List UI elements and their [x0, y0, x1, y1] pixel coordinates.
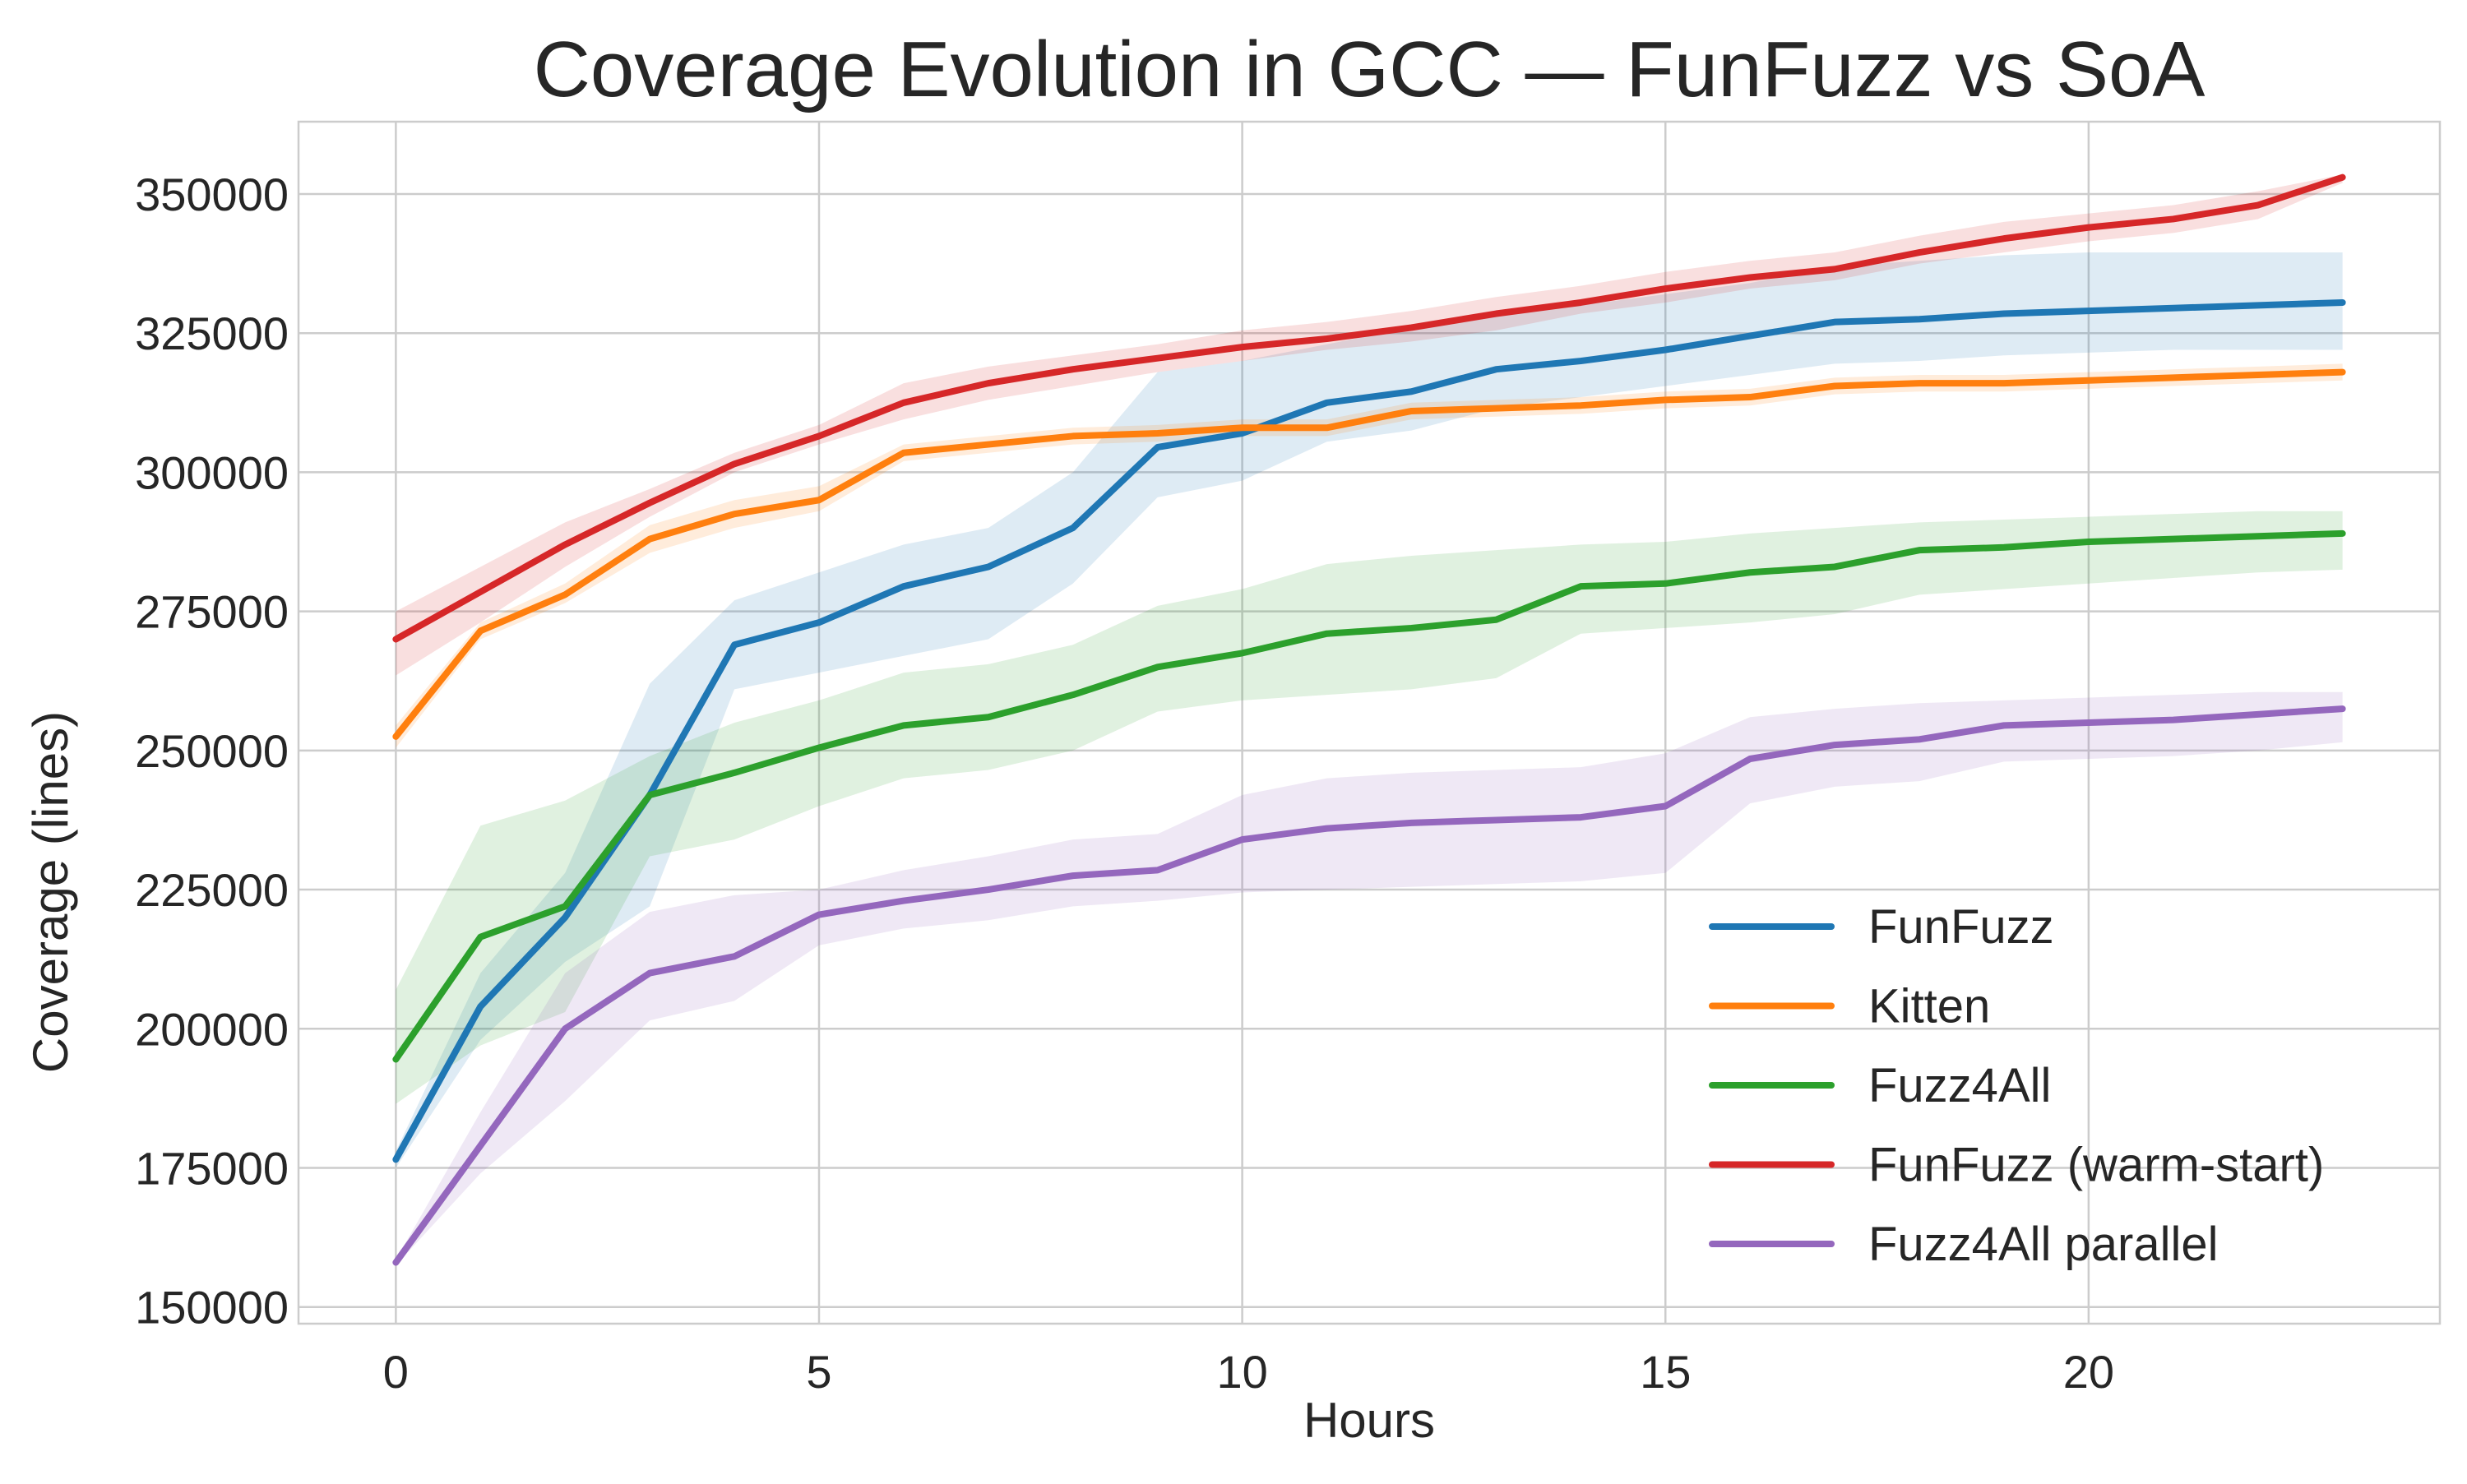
y-tick-label: 175000: [135, 1142, 289, 1194]
series-line: [392, 368, 2346, 740]
series-line: [392, 529, 2346, 1063]
grid: [299, 122, 2440, 1324]
series-line: [392, 705, 2346, 1266]
confidence-band: [396, 363, 2343, 748]
legend-label: FunFuzz: [1868, 900, 2054, 954]
legend-label: Fuzz4All parallel: [1868, 1218, 2219, 1271]
y-tick-label: 275000: [135, 586, 289, 638]
confidence-band: [396, 252, 2343, 1168]
x-axis-label: Hours: [1303, 1393, 1435, 1448]
plot-frame: [297, 120, 2442, 1325]
y-tick-label: 325000: [135, 307, 289, 359]
series-line: [392, 298, 2346, 1163]
y-axis-label: Coverage (lines): [23, 711, 78, 1073]
legend-label: Fuzz4All: [1868, 1059, 2051, 1112]
x-tick-label: 20: [2063, 1346, 2114, 1398]
x-tick-label: 5: [806, 1346, 831, 1398]
series-line: [392, 173, 2346, 643]
chart-title: Coverage Evolution in GCC — FunFuzz vs S…: [534, 25, 2205, 113]
legend: FunFuzz Kitten Fuzz4All FunFuzz (warm-start…: [1709, 900, 2324, 1271]
legend-label: FunFuzz (warm-start): [1868, 1139, 2324, 1192]
series-lines: [392, 173, 2346, 1266]
x-tick-label: 0: [383, 1346, 409, 1398]
legend-label: Kitten: [1868, 980, 1990, 1033]
confidence-band: [396, 691, 2343, 1265]
x-tick-label: 10: [1216, 1346, 1267, 1398]
y-tick-label: 150000: [135, 1282, 289, 1334]
y-tick-label: 225000: [135, 864, 289, 916]
y-tick-label: 200000: [135, 1003, 289, 1055]
y-tick-label: 250000: [135, 725, 289, 777]
tick-labels: 0 5 10 15 20 150000 175000 200000 225000 250000 27…: [135, 169, 2114, 1398]
x-tick-label: 15: [1640, 1346, 1691, 1398]
y-tick-label: 300000: [135, 446, 289, 498]
y-tick-label: 350000: [135, 169, 289, 220]
